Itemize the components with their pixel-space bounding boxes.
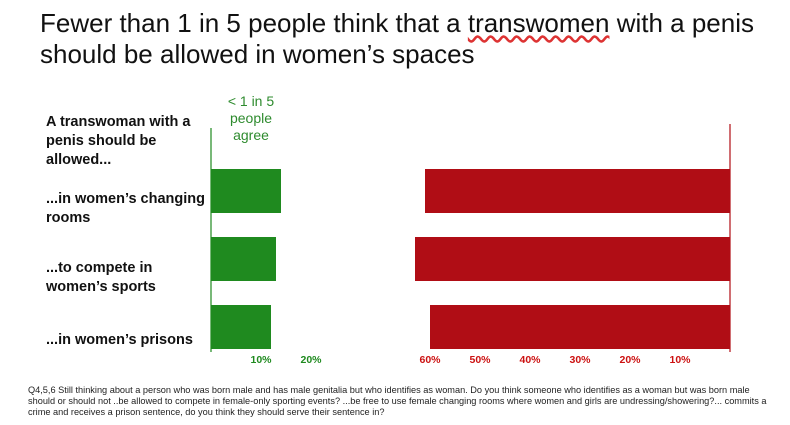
disagree-tick-label: 10% [669, 354, 691, 366]
disagree-bar-sports [415, 237, 730, 281]
agree-tick-label: 10% [250, 354, 272, 366]
footnote: Q4,5,6 Still thinking about a person who… [28, 385, 767, 417]
disagree-tick-label: 50% [469, 354, 491, 366]
title-text-start: Fewer than 1 in 5 people think that a [40, 8, 468, 38]
agree-bar-changing-rooms [211, 169, 281, 213]
disagree-tick-label: 30% [569, 354, 591, 366]
title-text-end: with a penis should be allowed in women’… [40, 8, 754, 69]
category-label-sports: ...to compete in women’s sports [46, 260, 156, 295]
agree-bar-sports [211, 237, 276, 281]
disagree-tick-label: 60% [419, 354, 441, 366]
question-label: A transwoman with a penis should be allo… [46, 114, 191, 168]
disagree-tick-label: 40% [519, 354, 541, 366]
chart-title: Fewer than 1 in 5 people think that a tr… [40, 8, 760, 70]
category-label-changing-rooms: ...in women’s changing rooms [46, 191, 205, 226]
title-flagged-word: transwomen [467, 8, 610, 38]
agree-annotation: < 1 in 5 people agree [227, 93, 275, 143]
disagree-bar-prisons [430, 305, 730, 349]
category-label-prisons: ...in women’s prisons [46, 332, 193, 348]
disagree-tick-label: 20% [619, 354, 641, 366]
disagree-bar-changing-rooms [425, 169, 730, 213]
agree-tick-label: 20% [300, 354, 322, 366]
agree-bar-prisons [211, 305, 271, 349]
